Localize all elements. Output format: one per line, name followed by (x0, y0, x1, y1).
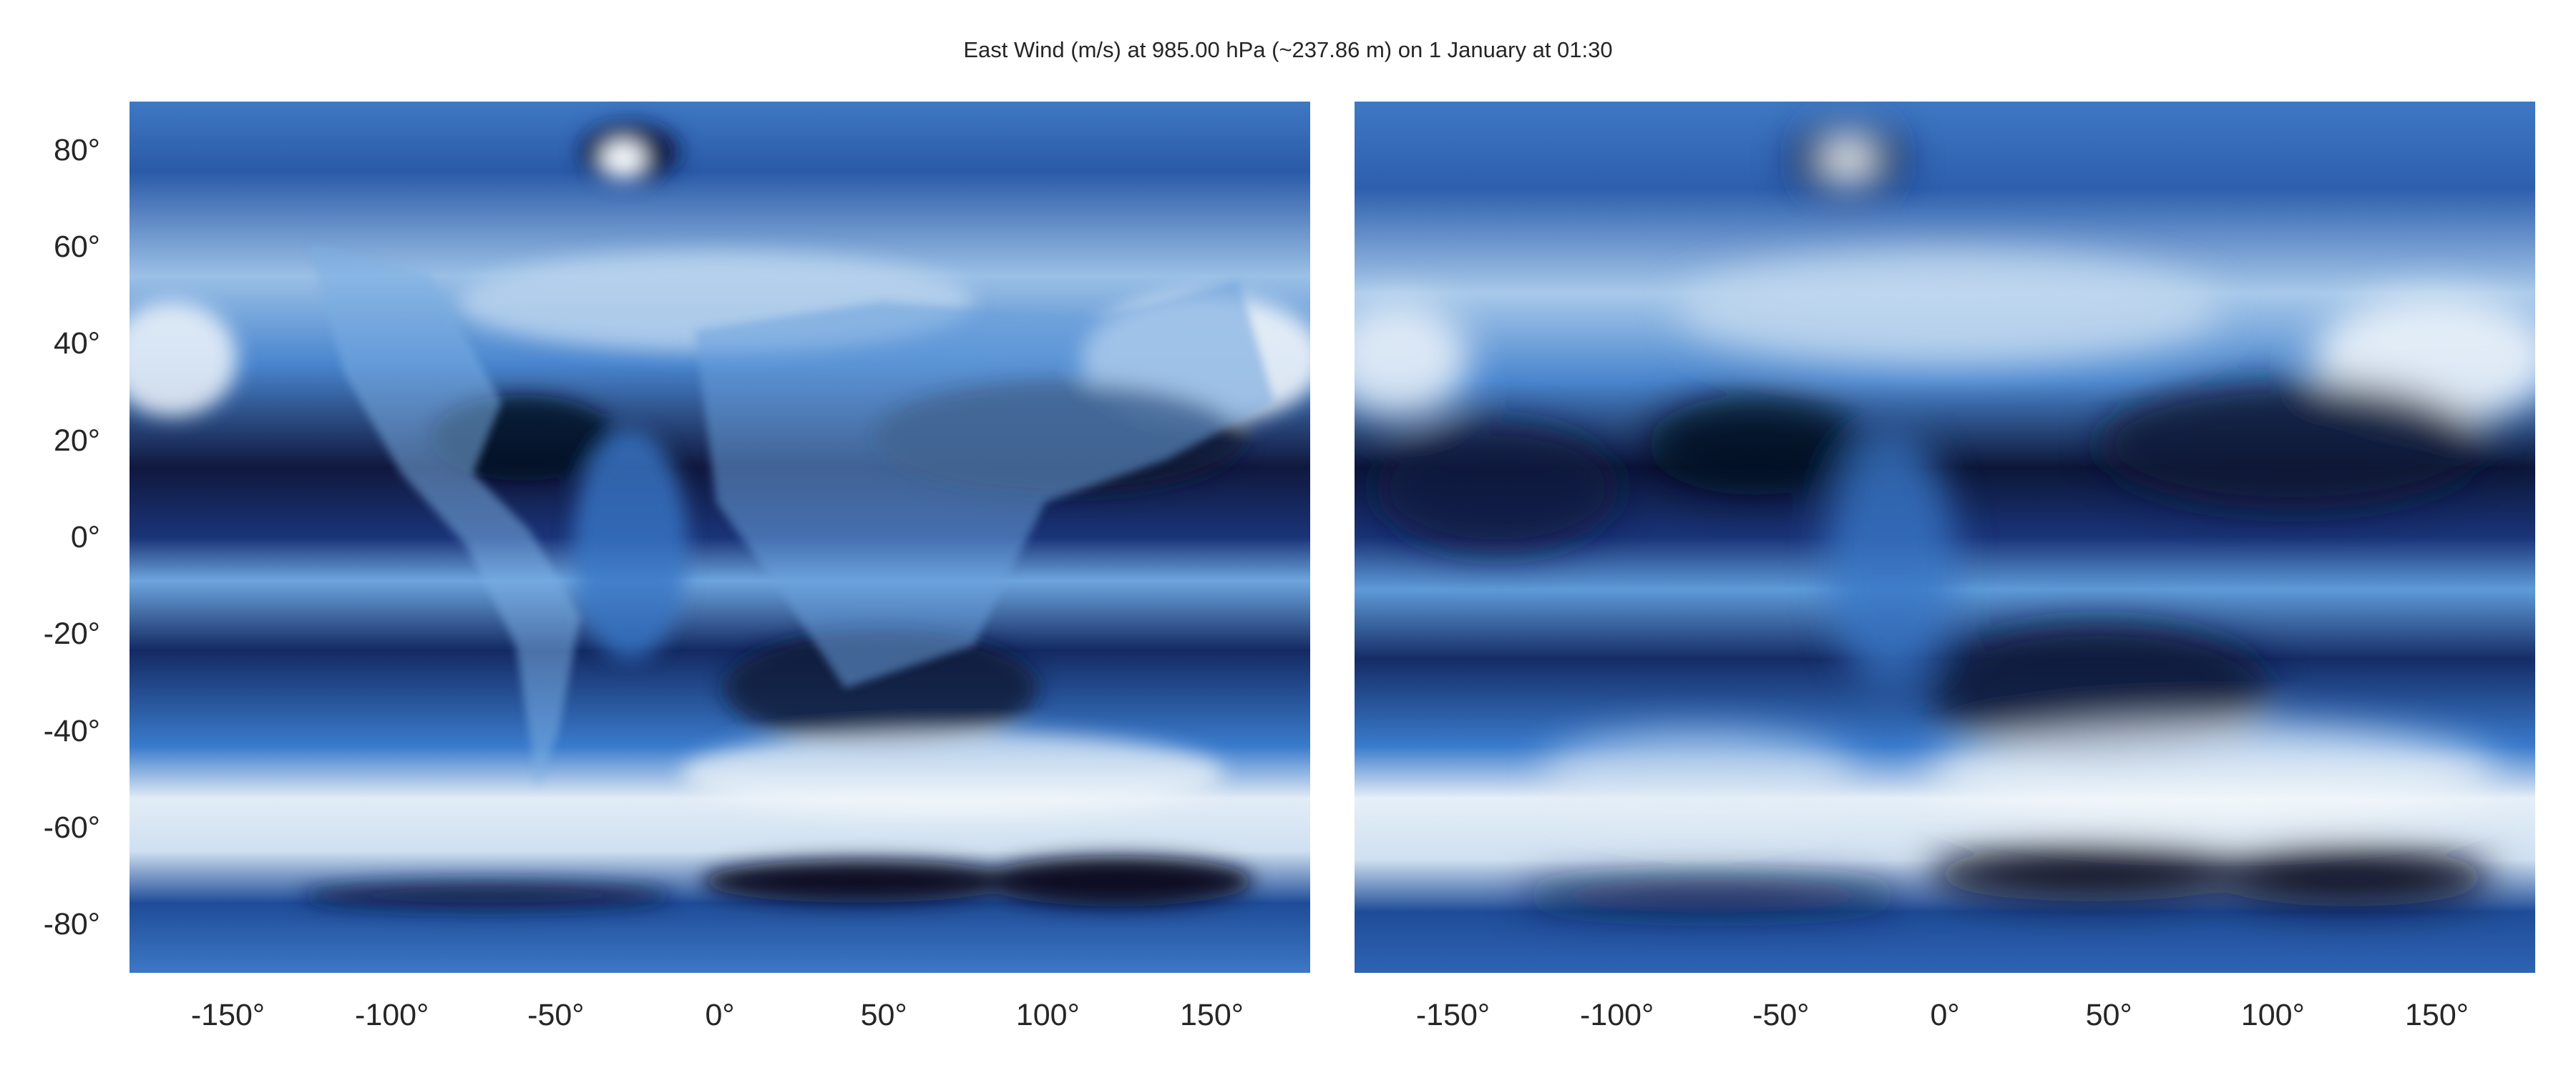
left-x-tick-label: 100° (1015, 998, 1080, 1032)
y-tick-label: -20° (43, 617, 100, 652)
y-tick-label: 20° (53, 423, 100, 458)
left-x-tick-label: -100° (355, 998, 429, 1032)
y-tick-label: -80° (43, 907, 100, 942)
right-x-tick-label: -50° (1752, 998, 1810, 1032)
left-x-tick-label: -50° (527, 998, 585, 1032)
right-x-tick-label: 50° (2085, 998, 2132, 1032)
y-tick-label: -60° (43, 810, 100, 845)
right-x-tick-label: 100° (2240, 998, 2305, 1032)
right-x-tick-label: -150° (1415, 998, 1491, 1032)
right-x-tick-label: -100° (1580, 998, 1654, 1032)
y-tick-label: 80° (53, 132, 100, 167)
left-x-tick-label: 50° (860, 998, 907, 1032)
left-wind-field (130, 102, 1310, 973)
left-map-panel (130, 102, 1310, 973)
y-tick-label: 0° (70, 520, 100, 554)
right-wind-field (1355, 102, 2535, 973)
left-x-tick-label: 0° (705, 998, 735, 1032)
y-tick-label: 60° (53, 230, 100, 264)
y-tick-label: -40° (43, 713, 100, 748)
right-x-tick-label: 150° (2405, 998, 2469, 1032)
right-map-panel (1355, 102, 2535, 973)
left-x-tick-label: 150° (1180, 998, 1244, 1032)
figure-title: East Wind (m/s) at 985.00 hPa (~237.86 m… (963, 37, 1613, 62)
y-tick-label: 40° (53, 326, 100, 361)
left-x-tick-label: -150° (190, 998, 265, 1032)
right-x-tick-label: 0° (1930, 998, 1960, 1032)
